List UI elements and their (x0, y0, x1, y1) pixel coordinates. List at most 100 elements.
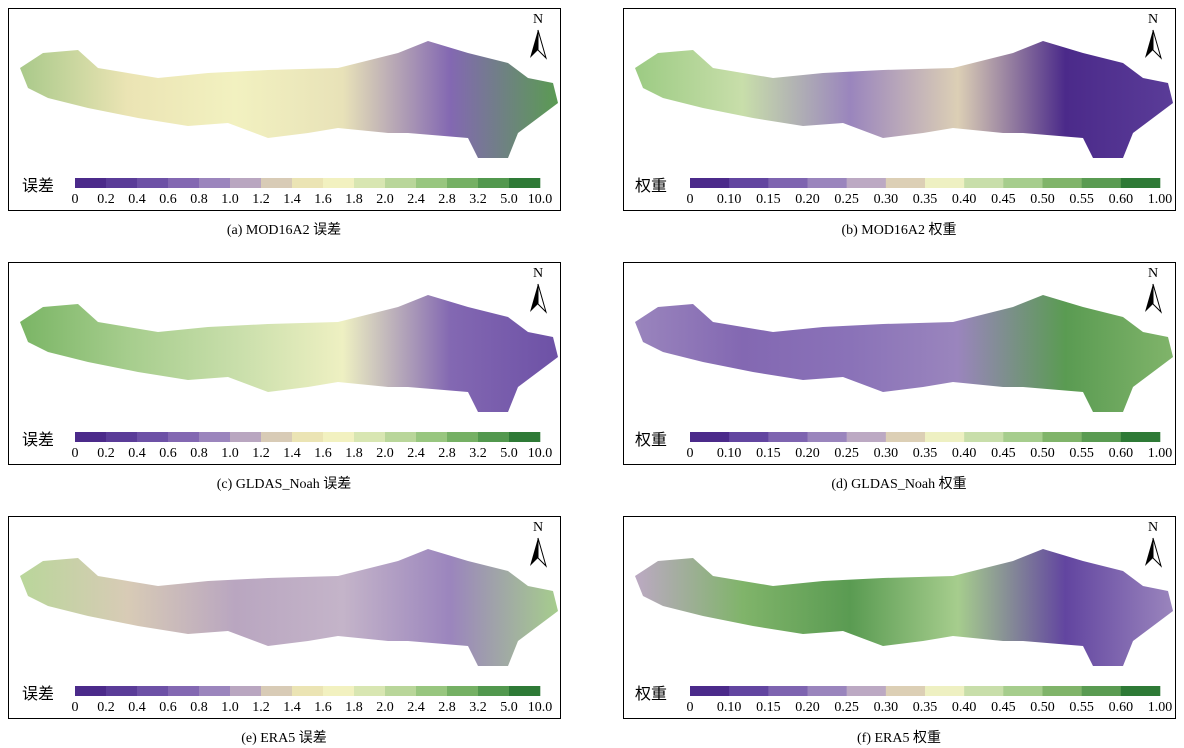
legend-label: 1.8 (345, 700, 363, 715)
legend-swatch (1120, 686, 1161, 696)
legend-swatch (75, 432, 107, 442)
legend-label: 0.2 (97, 700, 115, 715)
legend-swatch (478, 178, 510, 188)
legend-label: 2.4 (407, 700, 425, 715)
legend-label: 0.40 (952, 700, 977, 715)
legend-swatch (447, 432, 479, 442)
north-label: N (533, 12, 543, 27)
legend-swatch (964, 432, 1004, 442)
panel-caption: (f) ERA5 权重 (857, 730, 941, 746)
legend-swatch (925, 178, 965, 188)
legend-swatch (354, 686, 386, 696)
legend-swatch (106, 178, 138, 188)
legend-label: 0.55 (1069, 700, 1094, 715)
legend-swatch (354, 432, 386, 442)
legend-label: 0.8 (190, 446, 208, 461)
legend-label: 0.15 (756, 700, 781, 715)
map-panel: N 误差 0 0.2 0.4 0.6 0.8 1.0 1.2 1.4 1.6 1.8 2.0 2.4 2.8… (8, 262, 561, 465)
legend-label: 1.2 (252, 192, 270, 207)
legend-swatch (690, 686, 730, 696)
legend-label: 0.60 (1109, 192, 1134, 207)
legend-label: 0.35 (913, 192, 938, 207)
legend-swatch (729, 686, 769, 696)
legend-swatch (137, 178, 169, 188)
north-label: N (533, 266, 543, 281)
legend-label: 0.4 (128, 700, 146, 715)
legend-label: 1.4 (283, 446, 301, 461)
map-panel: N 权重 0 0.10 0.15 0.20 0.25 0.30 0.35 0.40 0.45 0.50… (623, 262, 1176, 465)
legend-label: 2.8 (438, 700, 456, 715)
north-arrow-left (530, 30, 538, 58)
legend-label: 5.0 (500, 446, 518, 461)
legend-label: 1.6 (314, 192, 332, 207)
legend-label: 0.15 (756, 446, 781, 461)
legend-swatch (1081, 686, 1122, 696)
legend-label: 1.00 (1148, 192, 1173, 207)
legend-swatch (1003, 432, 1043, 442)
legend-swatch (416, 686, 448, 696)
legend-swatch (168, 178, 200, 188)
north-arrow-right (537, 537, 548, 568)
legend-swatch (807, 686, 847, 696)
legend-label: 0.6 (159, 192, 177, 207)
legend-label: 1.6 (314, 446, 332, 461)
legend-swatch (106, 432, 138, 442)
map-panel: N 权重 0 0.10 0.15 0.20 0.25 0.30 0.35 0.40 0.45 0.50… (623, 8, 1176, 211)
legend-label: 1.2 (252, 446, 270, 461)
legend-swatch (75, 178, 107, 188)
legend-label: 2.0 (376, 700, 394, 715)
legend-label: 3.2 (469, 446, 487, 461)
legend-label: 0.8 (190, 700, 208, 715)
legend-swatch (964, 178, 1004, 188)
legend-label: 1.8 (345, 446, 363, 461)
legend-label: 0.40 (952, 192, 977, 207)
legend-swatch (509, 686, 541, 696)
legend-label: 0.30 (874, 192, 899, 207)
legend-label: 0.25 (834, 446, 859, 461)
legend-swatch (230, 686, 262, 696)
legend-swatch (199, 686, 231, 696)
legend-label: 1.00 (1148, 700, 1173, 715)
legend-swatch (75, 686, 107, 696)
legend-swatch (729, 432, 769, 442)
legend-swatch (925, 432, 965, 442)
panel-caption: (d) GLDAS_Noah 权重 (831, 476, 966, 492)
legend-swatch (885, 686, 926, 696)
legend-label: 10.0 (528, 446, 553, 461)
north-arrow-right (1152, 537, 1163, 568)
legend-swatch (416, 178, 448, 188)
legend-label: 1.0 (221, 446, 239, 461)
legend-label: 0.2 (97, 192, 115, 207)
legend-swatch (964, 686, 1004, 696)
legend-label: 0.60 (1109, 446, 1134, 461)
legend-swatch (230, 178, 262, 188)
legend-swatch (846, 178, 887, 188)
legend-label: 0.45 (991, 192, 1016, 207)
legend-label: 2.8 (438, 446, 456, 461)
legend-label: 0.4 (128, 446, 146, 461)
legend-swatch (230, 432, 262, 442)
legend-swatch (690, 432, 730, 442)
legend-label: 10.0 (528, 192, 553, 207)
legend-label: 3.2 (469, 192, 487, 207)
north-arrow-right (537, 29, 548, 60)
legend-swatch (292, 686, 324, 696)
legend-label: 0.30 (874, 700, 899, 715)
legend-title: 误差 (22, 431, 54, 449)
legend-swatch (199, 432, 231, 442)
legend-label: 0.20 (795, 446, 820, 461)
map-panel: N 权重 0 0.10 0.15 0.20 0.25 0.30 0.35 0.40 0.45 0.50… (623, 516, 1176, 719)
legend-label: 10.0 (528, 700, 553, 715)
legend-label: 0.25 (834, 192, 859, 207)
legend-swatch (261, 432, 293, 442)
legend-swatch (1120, 178, 1161, 188)
north-arrow-left (530, 538, 538, 566)
legend-swatch (807, 178, 847, 188)
legend-label: 0.20 (795, 700, 820, 715)
legend-label: 3.2 (469, 700, 487, 715)
legend-swatch (729, 178, 769, 188)
legend-swatch (199, 178, 231, 188)
legend-label: 0.4 (128, 192, 146, 207)
legend-label: 1.0 (221, 700, 239, 715)
